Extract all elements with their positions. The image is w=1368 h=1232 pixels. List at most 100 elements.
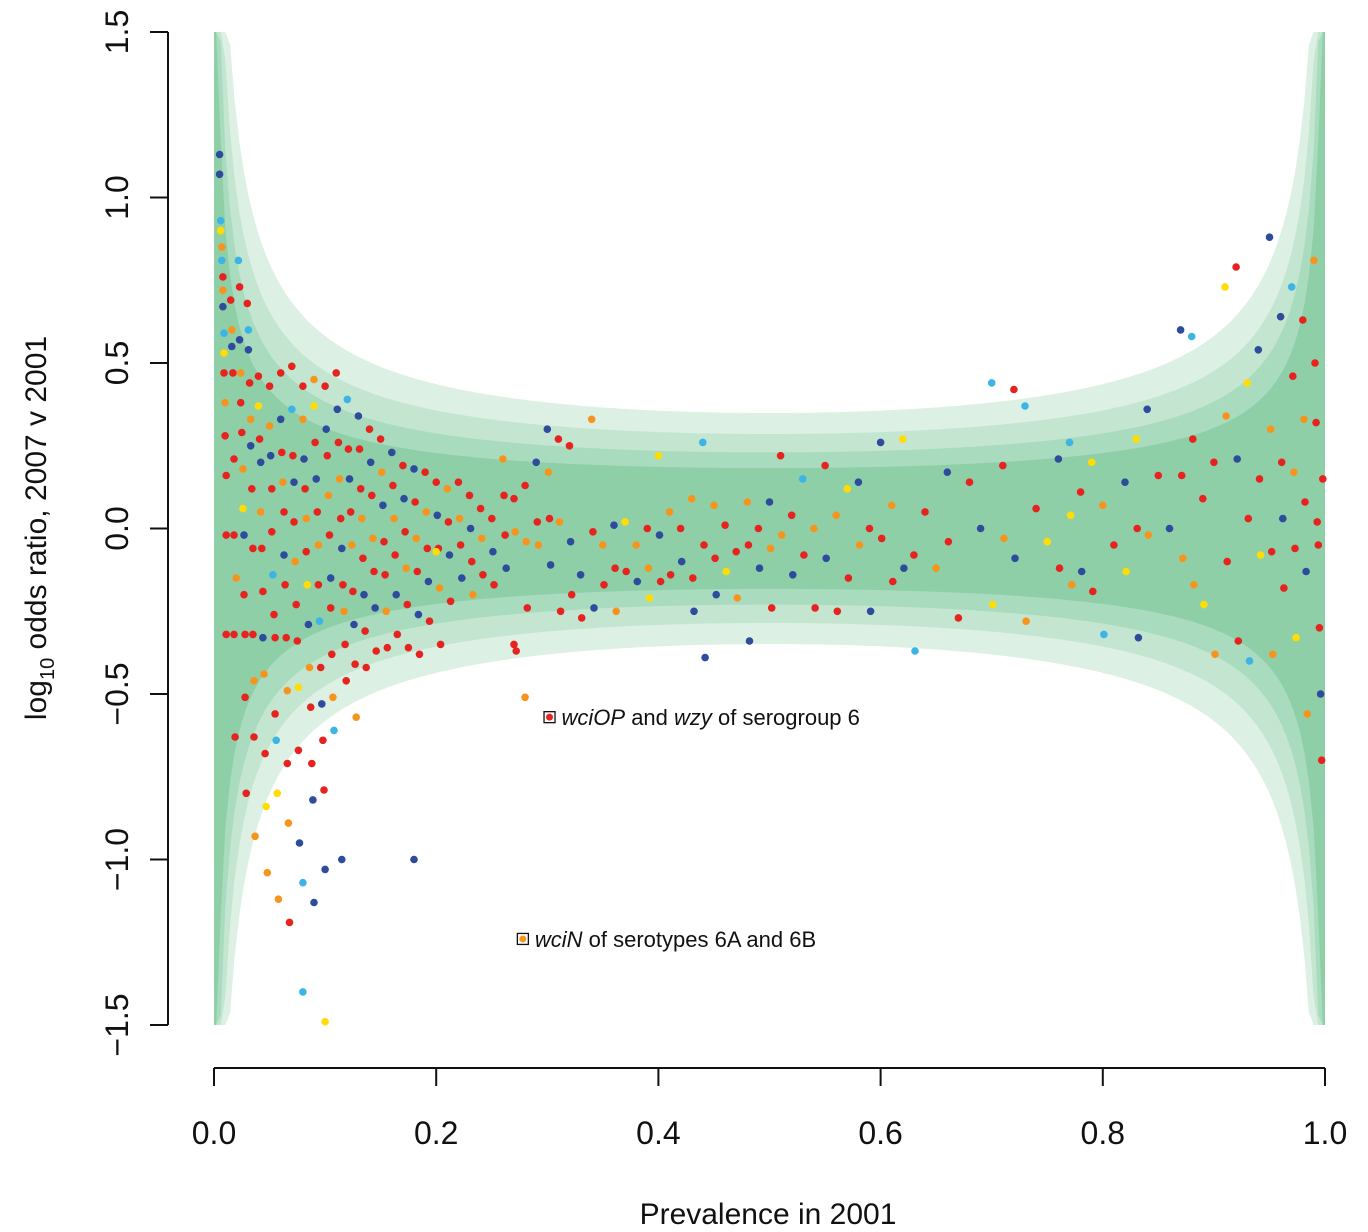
data-point — [218, 256, 226, 265]
data-point — [844, 574, 853, 582]
data-point — [244, 326, 253, 334]
data-point — [312, 475, 321, 483]
data-point — [444, 518, 453, 526]
data-point — [305, 663, 314, 672]
data-point — [745, 637, 754, 645]
data-point — [368, 491, 376, 500]
data-point — [589, 528, 597, 536]
data-point — [415, 650, 424, 659]
data-point — [360, 590, 368, 599]
data-point — [261, 749, 269, 758]
data-point — [1100, 630, 1108, 639]
data-point — [232, 574, 240, 582]
data-point — [1279, 514, 1287, 523]
data-point — [338, 855, 346, 864]
data-point — [443, 485, 452, 493]
data-point — [811, 604, 819, 612]
data-point — [295, 839, 304, 847]
data-point — [866, 607, 875, 616]
data-point — [690, 607, 698, 616]
data-point — [291, 557, 299, 566]
data-point — [1276, 312, 1285, 321]
data-point — [215, 170, 224, 179]
data-point — [732, 547, 740, 556]
data-point — [355, 445, 364, 453]
data-point — [489, 547, 497, 556]
data-point — [599, 541, 607, 549]
data-point — [632, 541, 640, 549]
data-point — [976, 524, 985, 533]
data-point — [1176, 326, 1185, 334]
data-point — [351, 660, 359, 668]
annotation-label: wciOP and wzy of serogroup 6 — [562, 705, 860, 730]
data-point — [410, 465, 418, 473]
data-point — [289, 451, 297, 460]
y-axis-title-subscript: 10 — [37, 658, 59, 680]
data-point — [510, 640, 518, 649]
data-point — [241, 630, 249, 639]
data-point — [799, 475, 807, 483]
data-point — [1312, 418, 1320, 427]
data-point — [234, 256, 243, 265]
data-point — [1190, 581, 1198, 589]
data-point — [1134, 633, 1143, 642]
data-point — [310, 402, 318, 410]
data-point — [455, 514, 464, 523]
data-point — [744, 541, 753, 549]
data-point — [229, 369, 237, 377]
data-point — [326, 604, 335, 612]
data-point — [1299, 316, 1307, 324]
data-point — [270, 610, 278, 619]
data-point — [346, 508, 355, 516]
data-point — [283, 686, 292, 695]
data-point — [354, 412, 363, 420]
data-point — [383, 643, 392, 652]
data-point — [371, 604, 379, 612]
annotation-label-part: wciN — [535, 927, 583, 952]
data-point — [1000, 534, 1008, 543]
data-point — [318, 700, 326, 708]
data-point — [610, 521, 618, 529]
y-tick-label: 0.5 — [99, 341, 135, 385]
data-point — [1222, 412, 1230, 420]
data-point — [388, 448, 396, 457]
data-point — [315, 617, 324, 625]
annotation-label-part: of serogroup 6 — [712, 705, 860, 730]
data-point — [220, 369, 228, 377]
data-point — [411, 498, 419, 506]
data-point — [230, 531, 238, 539]
data-point — [290, 478, 298, 487]
data-point — [1303, 710, 1311, 718]
data-point — [215, 150, 224, 159]
data-point — [1287, 283, 1296, 291]
data-point — [322, 425, 331, 434]
data-point — [228, 326, 236, 334]
data-point — [587, 415, 596, 424]
data-point — [677, 557, 686, 566]
data-point — [269, 571, 277, 579]
data-point — [545, 514, 554, 523]
data-point — [676, 524, 685, 533]
data-point — [644, 564, 653, 572]
data-point — [766, 544, 775, 553]
data-point — [445, 551, 454, 559]
data-point — [401, 528, 409, 536]
data-point — [309, 796, 317, 804]
data-point — [226, 296, 235, 304]
data-point — [1077, 567, 1086, 576]
data-point — [345, 475, 354, 483]
data-point — [469, 590, 477, 599]
data-point — [314, 581, 323, 589]
data-point — [899, 435, 907, 443]
data-point — [521, 693, 529, 702]
data-point — [335, 475, 344, 483]
data-point — [1301, 498, 1309, 506]
data-point — [352, 713, 361, 721]
data-point — [1254, 346, 1263, 354]
data-point — [476, 504, 485, 513]
data-point — [266, 451, 275, 460]
data-point — [299, 382, 307, 391]
x-axis-title: Prevalence in 2001 — [640, 1198, 897, 1231]
data-point — [1066, 511, 1075, 520]
data-point — [478, 534, 486, 543]
